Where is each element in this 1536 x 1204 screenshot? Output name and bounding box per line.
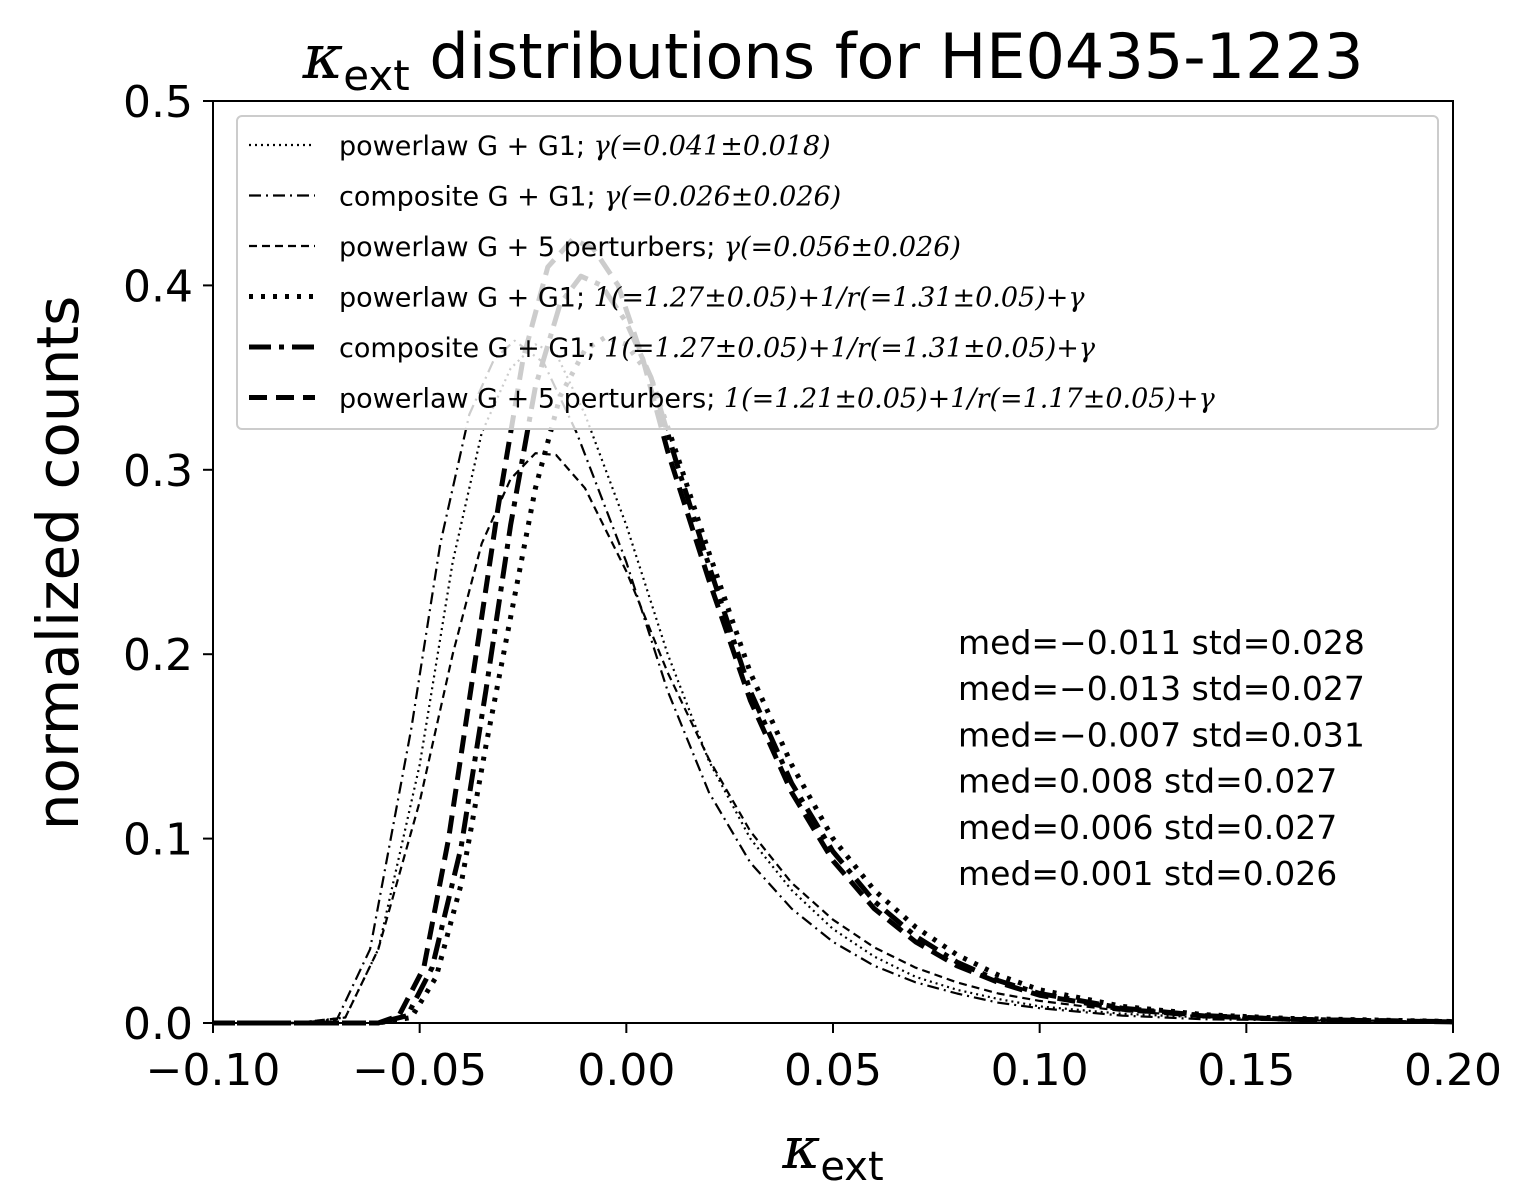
legend-label-math: γ(=0.056±0.026) [724,232,961,263]
y-tick-label: 0.4 [123,261,193,312]
x-tick-label: 0.15 [1197,1045,1295,1096]
plot-area [213,236,1454,1026]
title-subscript: ext [343,51,409,100]
axis-ticks: −0.10 −0.05 0.00 0.05 0.10 0.15 0.20 0.0 0.1 0.2 0… [123,77,1502,1096]
stat-annotation-5: med=0.006 std=0.027 [958,808,1337,847]
legend-label-2: composite G + G1; γ(=0.026±0.026) [339,182,841,213]
title-text-space [410,20,430,93]
series-line-2 [213,339,1454,1025]
x-label-subscript: ext [820,1144,883,1190]
x-tick-label: 0.05 [784,1045,882,1096]
x-tick-label: −0.05 [352,1045,487,1096]
title-symbol: κ [302,20,344,93]
legend: powerlaw G + G1; γ(=0.041±0.018) composit… [236,115,1439,430]
legend-label-5: composite G + G1; 1(=1.27±0.05)+1/r(=1.3… [339,333,1096,364]
chart-title: κext distributions for HE0435-1223 [302,20,1364,100]
stat-annotation-4: med=0.008 std=0.027 [958,762,1337,801]
x-tick-label: 0.00 [577,1045,675,1096]
legend-label-1: powerlaw G + G1; γ(=0.041±0.018) [339,131,831,162]
legend-label-math: 1(=1.27±0.05)+1/r(=1.31±0.05)+γ [594,283,1086,314]
legend-label-prefix: powerlaw G + 5 perturbers; [339,232,724,263]
x-tick-label: 0.20 [1404,1045,1502,1096]
legend-label-4: powerlaw G + G1; 1(=1.27±0.05)+1/r(=1.31… [339,283,1085,314]
stat-annotation-1: med=−0.011 std=0.028 [958,623,1365,662]
legend-label-math: 1(=1.27±0.05)+1/r(=1.31±0.05)+γ [604,333,1096,364]
legend-label-3: powerlaw G + 5 perturbers; γ(=0.056±0.02… [339,232,961,263]
series-line-4 [213,334,1454,1026]
legend-label-6: powerlaw G + 5 perturbers; 1(=1.21±0.05)… [339,384,1216,415]
legend-label-prefix: powerlaw G + G1; [339,131,594,162]
title-text: distributions for HE0435-1223 [429,20,1363,93]
y-tick-label: 0.1 [123,815,193,866]
stat-annotation-6: med=0.001 std=0.026 [958,854,1337,893]
stat-annotation-3: med=−0.007 std=0.031 [958,715,1365,754]
x-tick-label: 0.10 [991,1045,1089,1096]
x-label-symbol: κ [781,1114,820,1182]
x-axis-label: κext [781,1114,883,1190]
statistics-annotations: med=−0.011 std=0.028 med=−0.013 std=0.027… [958,623,1365,893]
series-line-6 [213,236,1454,1026]
legend-frame [236,115,1439,430]
stat-annotation-2: med=−0.013 std=0.027 [958,669,1365,708]
y-tick-label: 0.5 [123,77,193,128]
axes-frame [212,100,1454,1024]
legend-label-prefix: powerlaw G + G1; [339,283,594,314]
series-line-5 [213,273,1454,1026]
legend-label-math: 1(=1.21±0.05)+1/r(=1.17±0.05)+γ [724,384,1216,415]
y-tick-label: 0.2 [123,630,193,681]
y-tick-label: 0.3 [123,446,193,497]
legend-label-prefix: powerlaw G + 5 perturbers; [339,384,724,415]
y-tick-label: 0.0 [123,999,193,1050]
legend-label-prefix: composite G + G1; [339,333,604,364]
x-tick-label: −0.10 [146,1045,281,1096]
legend-label-math: γ(=0.041±0.018) [594,131,831,162]
y-axis-label: normalized counts [24,296,92,831]
legend-label-math: γ(=0.026±0.026) [604,182,841,213]
legend-label-prefix: composite G + G1; [339,182,604,213]
